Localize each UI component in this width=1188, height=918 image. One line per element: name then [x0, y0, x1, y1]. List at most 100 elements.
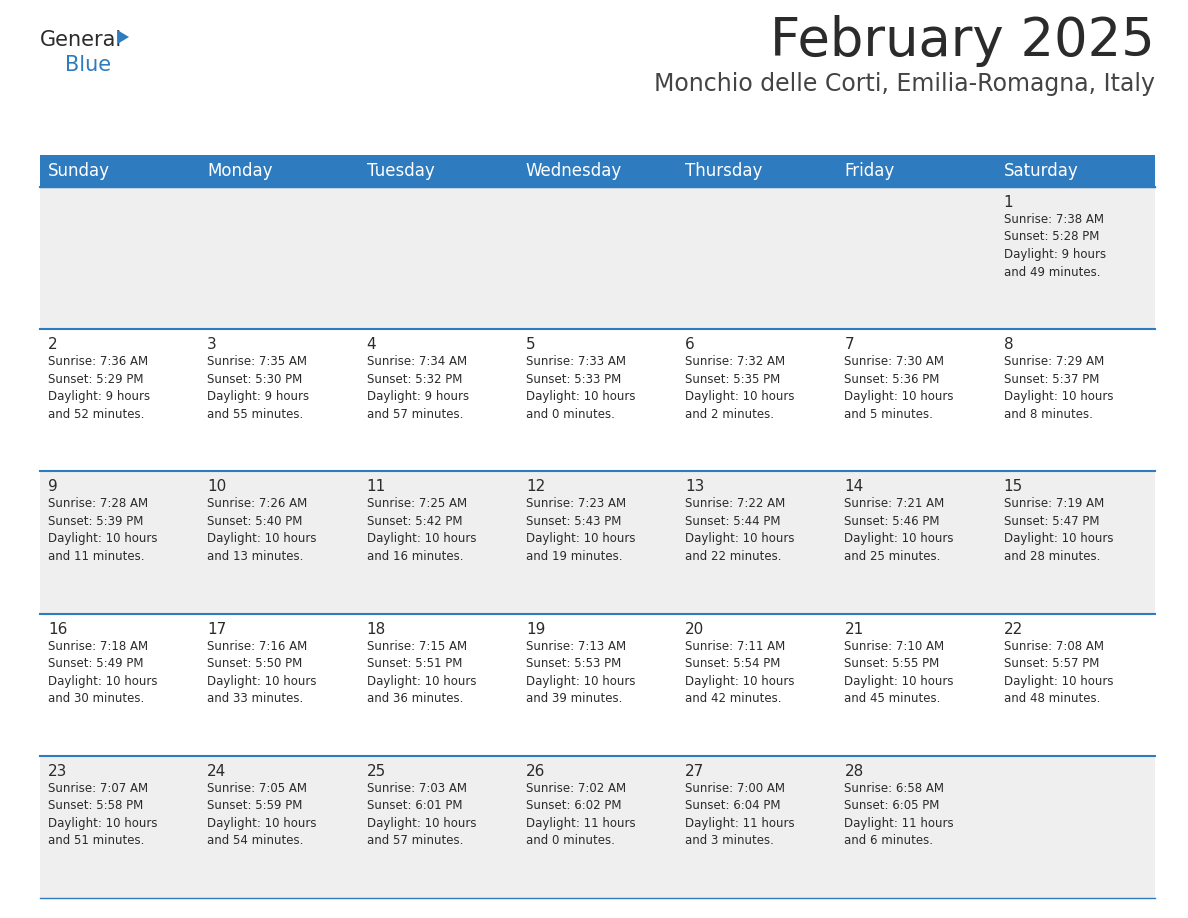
Bar	[40, 472, 200, 613]
Text: Sunrise: 6:58 AM
Sunset: 6:05 PM
Daylight: 11 hours
and 6 minutes.: Sunrise: 6:58 AM Sunset: 6:05 PM Dayligh…	[845, 782, 954, 847]
Text: 15: 15	[1004, 479, 1023, 495]
Text: Sunrise: 7:36 AM
Sunset: 5:29 PM
Daylight: 9 hours
and 52 minutes.: Sunrise: 7:36 AM Sunset: 5:29 PM Dayligh…	[48, 355, 150, 420]
Bar	[996, 472, 1155, 613]
Text: 5: 5	[526, 337, 536, 353]
Bar	[518, 187, 677, 330]
Bar	[996, 155, 1155, 187]
Bar	[836, 472, 996, 613]
Text: 19: 19	[526, 621, 545, 636]
Bar	[677, 472, 836, 613]
Text: Sunrise: 7:26 AM
Sunset: 5:40 PM
Daylight: 10 hours
and 13 minutes.: Sunrise: 7:26 AM Sunset: 5:40 PM Dayligh…	[207, 498, 317, 563]
Text: Sunrise: 7:30 AM
Sunset: 5:36 PM
Daylight: 10 hours
and 5 minutes.: Sunrise: 7:30 AM Sunset: 5:36 PM Dayligh…	[845, 355, 954, 420]
Bar	[677, 187, 836, 330]
Bar	[40, 155, 200, 187]
Text: 21: 21	[845, 621, 864, 636]
Text: 14: 14	[845, 479, 864, 495]
Text: 9: 9	[48, 479, 58, 495]
Text: Saturday: Saturday	[1004, 162, 1079, 180]
Text: 2: 2	[48, 337, 58, 353]
Text: Tuesday: Tuesday	[367, 162, 435, 180]
Text: Monday: Monday	[207, 162, 273, 180]
Text: 22: 22	[1004, 621, 1023, 636]
Bar	[836, 330, 996, 472]
Text: Sunrise: 7:15 AM
Sunset: 5:51 PM
Daylight: 10 hours
and 36 minutes.: Sunrise: 7:15 AM Sunset: 5:51 PM Dayligh…	[367, 640, 476, 705]
Text: 11: 11	[367, 479, 386, 495]
Bar	[996, 756, 1155, 898]
Text: Sunrise: 7:28 AM
Sunset: 5:39 PM
Daylight: 10 hours
and 11 minutes.: Sunrise: 7:28 AM Sunset: 5:39 PM Dayligh…	[48, 498, 158, 563]
Bar	[677, 756, 836, 898]
Bar	[359, 187, 518, 330]
Bar	[518, 613, 677, 756]
Text: 13: 13	[685, 479, 704, 495]
Text: 6: 6	[685, 337, 695, 353]
Text: Blue: Blue	[65, 55, 112, 75]
Bar	[200, 330, 359, 472]
Bar	[200, 187, 359, 330]
Text: Sunrise: 7:03 AM
Sunset: 6:01 PM
Daylight: 10 hours
and 57 minutes.: Sunrise: 7:03 AM Sunset: 6:01 PM Dayligh…	[367, 782, 476, 847]
Text: 7: 7	[845, 337, 854, 353]
Text: February 2025: February 2025	[770, 15, 1155, 67]
Bar	[40, 756, 200, 898]
Text: 17: 17	[207, 621, 227, 636]
Text: Sunrise: 7:22 AM
Sunset: 5:44 PM
Daylight: 10 hours
and 22 minutes.: Sunrise: 7:22 AM Sunset: 5:44 PM Dayligh…	[685, 498, 795, 563]
Text: Sunrise: 7:21 AM
Sunset: 5:46 PM
Daylight: 10 hours
and 25 minutes.: Sunrise: 7:21 AM Sunset: 5:46 PM Dayligh…	[845, 498, 954, 563]
Text: 28: 28	[845, 764, 864, 778]
Text: Sunrise: 7:23 AM
Sunset: 5:43 PM
Daylight: 10 hours
and 19 minutes.: Sunrise: 7:23 AM Sunset: 5:43 PM Dayligh…	[526, 498, 636, 563]
Bar	[518, 155, 677, 187]
Text: 25: 25	[367, 764, 386, 778]
Text: 8: 8	[1004, 337, 1013, 353]
Text: 24: 24	[207, 764, 227, 778]
Bar	[836, 155, 996, 187]
Bar	[518, 472, 677, 613]
Text: Sunrise: 7:18 AM
Sunset: 5:49 PM
Daylight: 10 hours
and 30 minutes.: Sunrise: 7:18 AM Sunset: 5:49 PM Dayligh…	[48, 640, 158, 705]
Bar	[836, 187, 996, 330]
Text: Sunrise: 7:05 AM
Sunset: 5:59 PM
Daylight: 10 hours
and 54 minutes.: Sunrise: 7:05 AM Sunset: 5:59 PM Dayligh…	[207, 782, 317, 847]
Text: Monchio delle Corti, Emilia-Romagna, Italy: Monchio delle Corti, Emilia-Romagna, Ita…	[655, 72, 1155, 96]
Text: 27: 27	[685, 764, 704, 778]
Text: 10: 10	[207, 479, 227, 495]
Bar	[200, 756, 359, 898]
Text: 26: 26	[526, 764, 545, 778]
Text: Sunrise: 7:35 AM
Sunset: 5:30 PM
Daylight: 9 hours
and 55 minutes.: Sunrise: 7:35 AM Sunset: 5:30 PM Dayligh…	[207, 355, 309, 420]
Bar	[40, 330, 200, 472]
Text: 3: 3	[207, 337, 217, 353]
Text: 16: 16	[48, 621, 68, 636]
Text: Sunrise: 7:16 AM
Sunset: 5:50 PM
Daylight: 10 hours
and 33 minutes.: Sunrise: 7:16 AM Sunset: 5:50 PM Dayligh…	[207, 640, 317, 705]
Bar	[40, 613, 200, 756]
Text: Sunday: Sunday	[48, 162, 110, 180]
Text: Wednesday: Wednesday	[526, 162, 623, 180]
Polygon shape	[118, 30, 129, 43]
Text: Sunrise: 7:25 AM
Sunset: 5:42 PM
Daylight: 10 hours
and 16 minutes.: Sunrise: 7:25 AM Sunset: 5:42 PM Dayligh…	[367, 498, 476, 563]
Text: Sunrise: 7:08 AM
Sunset: 5:57 PM
Daylight: 10 hours
and 48 minutes.: Sunrise: 7:08 AM Sunset: 5:57 PM Dayligh…	[1004, 640, 1113, 705]
Bar	[40, 187, 200, 330]
Text: 23: 23	[48, 764, 68, 778]
Text: Sunrise: 7:32 AM
Sunset: 5:35 PM
Daylight: 10 hours
and 2 minutes.: Sunrise: 7:32 AM Sunset: 5:35 PM Dayligh…	[685, 355, 795, 420]
Bar	[677, 613, 836, 756]
Text: 12: 12	[526, 479, 545, 495]
Bar	[200, 155, 359, 187]
Text: Sunrise: 7:29 AM
Sunset: 5:37 PM
Daylight: 10 hours
and 8 minutes.: Sunrise: 7:29 AM Sunset: 5:37 PM Dayligh…	[1004, 355, 1113, 420]
Bar	[200, 613, 359, 756]
Text: Sunrise: 7:13 AM
Sunset: 5:53 PM
Daylight: 10 hours
and 39 minutes.: Sunrise: 7:13 AM Sunset: 5:53 PM Dayligh…	[526, 640, 636, 705]
Bar	[359, 613, 518, 756]
Bar	[836, 613, 996, 756]
Bar	[359, 756, 518, 898]
Text: General: General	[40, 30, 122, 50]
Text: 4: 4	[367, 337, 377, 353]
Text: 1: 1	[1004, 195, 1013, 210]
Bar	[996, 330, 1155, 472]
Bar	[359, 330, 518, 472]
Bar	[518, 330, 677, 472]
Bar	[677, 155, 836, 187]
Text: Sunrise: 7:34 AM
Sunset: 5:32 PM
Daylight: 9 hours
and 57 minutes.: Sunrise: 7:34 AM Sunset: 5:32 PM Dayligh…	[367, 355, 469, 420]
Text: Thursday: Thursday	[685, 162, 763, 180]
Bar	[359, 472, 518, 613]
Text: Sunrise: 7:00 AM
Sunset: 6:04 PM
Daylight: 11 hours
and 3 minutes.: Sunrise: 7:00 AM Sunset: 6:04 PM Dayligh…	[685, 782, 795, 847]
Bar	[200, 472, 359, 613]
Text: 18: 18	[367, 621, 386, 636]
Text: Sunrise: 7:11 AM
Sunset: 5:54 PM
Daylight: 10 hours
and 42 minutes.: Sunrise: 7:11 AM Sunset: 5:54 PM Dayligh…	[685, 640, 795, 705]
Bar	[996, 613, 1155, 756]
Bar	[677, 330, 836, 472]
Bar	[518, 756, 677, 898]
Text: Sunrise: 7:02 AM
Sunset: 6:02 PM
Daylight: 11 hours
and 0 minutes.: Sunrise: 7:02 AM Sunset: 6:02 PM Dayligh…	[526, 782, 636, 847]
